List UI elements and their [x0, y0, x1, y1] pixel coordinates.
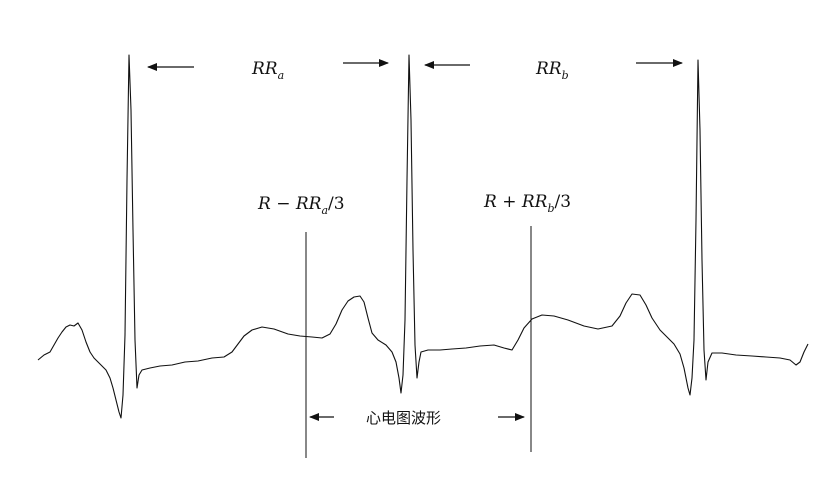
- ecg-waveform-trace: [37, 54, 809, 419]
- window-end-label: R + RRb/3: [483, 192, 571, 215]
- rr-b-label: RRb: [535, 59, 569, 82]
- window-start-label: R − RRa/3: [257, 194, 345, 217]
- waveform-label: 心电图波形: [366, 409, 441, 427]
- rr-a-label: RRa: [251, 59, 284, 82]
